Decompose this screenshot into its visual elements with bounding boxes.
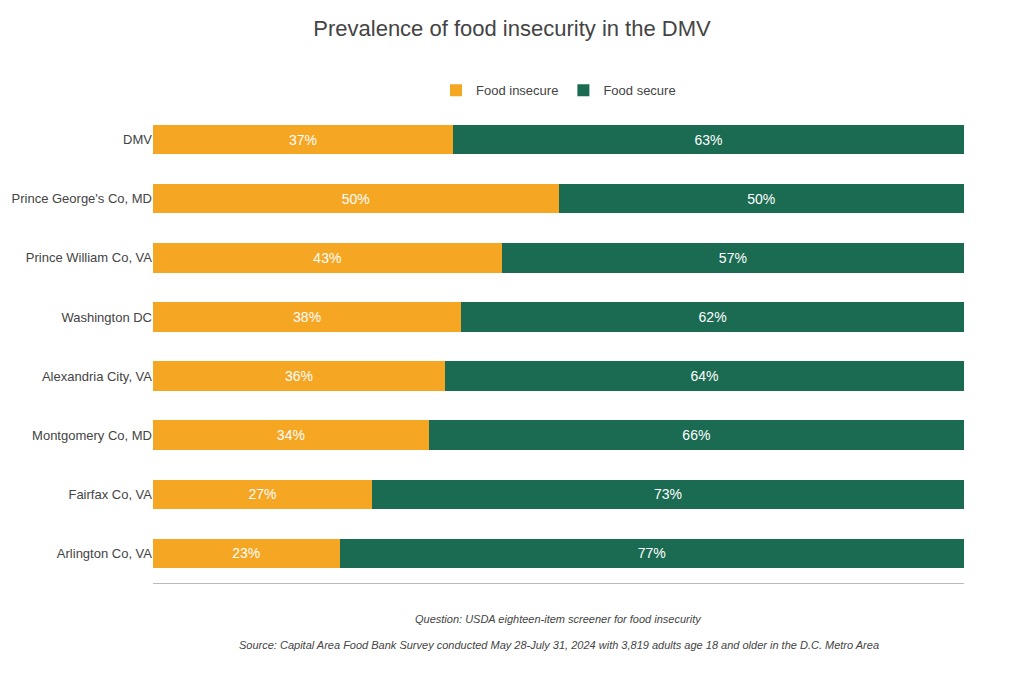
svg-text:34%: 34% [277, 427, 305, 443]
svg-text:63%: 63% [695, 132, 723, 148]
svg-text:77%: 77% [638, 545, 666, 561]
svg-text:Prince William Co, VA: Prince William Co, VA [26, 250, 153, 265]
svg-text:Arlington Co, VA: Arlington Co, VA [57, 546, 152, 561]
svg-text:Alexandria City, VA: Alexandria City, VA [42, 369, 152, 384]
svg-text:Food insecure: Food insecure [476, 83, 558, 98]
svg-text:38%: 38% [293, 309, 321, 325]
svg-text:Question: USDA eighteen-item s: Question: USDA eighteen-item screener fo… [415, 613, 702, 625]
svg-text:Washington DC: Washington DC [61, 309, 152, 324]
svg-text:57%: 57% [719, 250, 747, 266]
svg-text:Fairfax Co, VA: Fairfax Co, VA [68, 487, 152, 502]
svg-text:23%: 23% [232, 545, 260, 561]
svg-text:64%: 64% [690, 368, 718, 384]
svg-text:Food secure: Food secure [603, 83, 675, 98]
svg-text:50%: 50% [342, 191, 370, 207]
svg-text:73%: 73% [654, 486, 682, 502]
svg-text:66%: 66% [682, 427, 710, 443]
svg-text:62%: 62% [699, 309, 727, 325]
svg-text:50%: 50% [747, 191, 775, 207]
svg-text:Montgomery Co, MD: Montgomery Co, MD [32, 428, 152, 443]
svg-text:37%: 37% [289, 132, 317, 148]
svg-text:27%: 27% [248, 486, 276, 502]
svg-text:Prevalence of food insecurity: Prevalence of food insecurity in the DMV [313, 16, 711, 41]
svg-text:36%: 36% [285, 368, 313, 384]
svg-text:Prince George's Co, MD: Prince George's Co, MD [12, 191, 152, 206]
svg-text:43%: 43% [313, 250, 341, 266]
svg-text:Source: Capital Area Food Bank: Source: Capital Area Food Bank Survey co… [239, 639, 879, 651]
svg-text:DMV: DMV [123, 132, 152, 147]
